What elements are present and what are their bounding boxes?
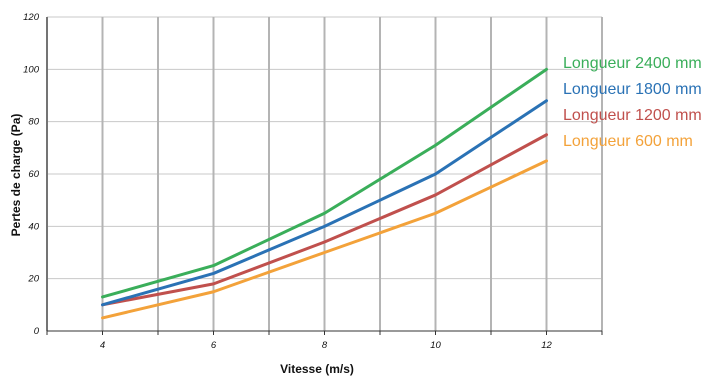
series-line xyxy=(101,67,548,299)
x-axis-title: Vitesse (m/s) xyxy=(280,362,354,376)
legend: Longueur 2400 mm Longueur 1800 mm Longueur… xyxy=(563,55,702,150)
x-tick-label: 10 xyxy=(430,340,441,351)
x-tick-label: 6 xyxy=(211,340,217,351)
x-tick-label: 12 xyxy=(541,340,552,351)
legend-entry: Longueur 2400 mm xyxy=(563,55,702,72)
series-line xyxy=(101,159,548,320)
y-tick-label: 120 xyxy=(23,12,40,23)
y-tick-labels: 0 20 40 60 80 100 120 xyxy=(23,12,40,337)
series-line xyxy=(101,133,548,307)
legend-entry: Longueur 600 mm xyxy=(563,133,693,150)
y-tick-label: 60 xyxy=(28,169,39,180)
y-tick-label: 100 xyxy=(23,64,40,75)
legend-entry: Longueur 1200 mm xyxy=(563,107,702,124)
x-tick-labels: 4 6 8 10 12 xyxy=(100,340,553,351)
axes xyxy=(46,17,603,335)
y-tick-label: 40 xyxy=(28,221,39,232)
series-lines xyxy=(101,67,548,320)
x-tick-label: 8 xyxy=(322,340,328,351)
y-tick-label: 80 xyxy=(28,117,39,128)
series-line xyxy=(101,99,548,307)
legend-entry: Longueur 1800 mm xyxy=(563,81,702,98)
y-tick-label: 20 xyxy=(27,274,39,285)
y-axis-title: Pertes de charge (Pa) xyxy=(9,114,23,237)
x-tick-label: 4 xyxy=(100,340,105,351)
y-tick-label: 0 xyxy=(34,326,40,337)
